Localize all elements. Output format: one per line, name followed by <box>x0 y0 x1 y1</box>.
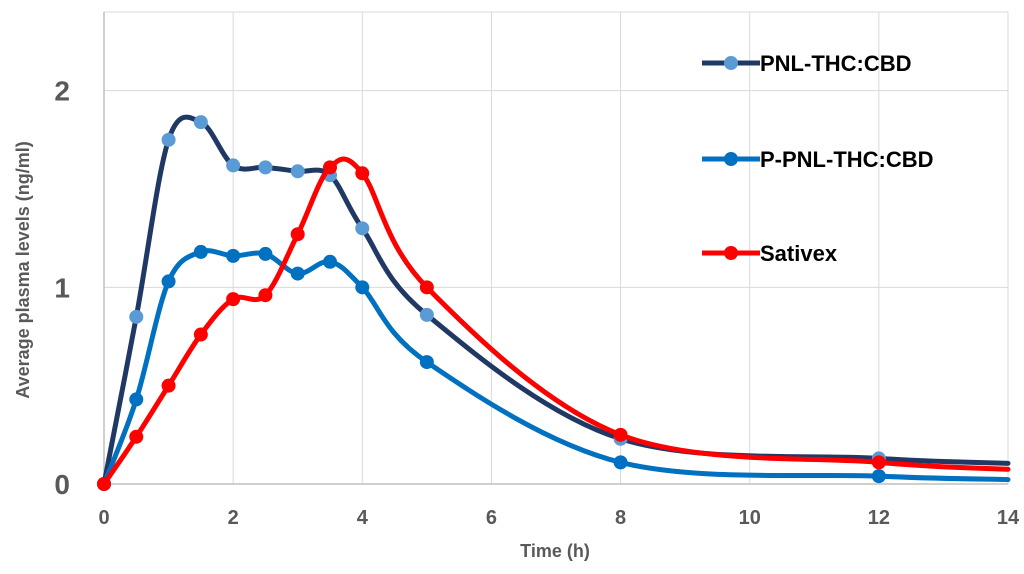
data-point <box>419 307 434 322</box>
data-point <box>323 254 337 269</box>
series-line <box>101 156 1011 487</box>
x-tick-label: 14 <box>997 507 1020 529</box>
x-tick-label: 2 <box>228 507 239 529</box>
legend-label: Sativex <box>760 241 838 266</box>
data-point <box>871 469 886 484</box>
legend-marker <box>724 152 738 166</box>
series-line <box>101 248 1011 487</box>
legend: PNL-THC:CBD P-PNL-THC:CBD Sativex <box>702 51 934 266</box>
data-point <box>419 355 434 370</box>
data-point <box>226 248 241 263</box>
data-point <box>613 427 628 442</box>
data-point <box>323 160 337 175</box>
legend-entry: Sativex <box>702 241 838 266</box>
legend-marker <box>724 246 738 260</box>
data-point <box>226 158 241 173</box>
data-point <box>129 309 144 324</box>
x-tick-label: 12 <box>868 507 890 529</box>
gridlines <box>103 11 1009 485</box>
legend-entry: P-PNL-THC:CBD <box>702 147 934 172</box>
y-tick-label: 1 <box>54 272 70 303</box>
data-point <box>355 280 370 295</box>
data-point <box>161 274 176 289</box>
x-tick-label: 8 <box>615 507 626 529</box>
data-point <box>161 132 176 147</box>
series-layer <box>97 114 1011 491</box>
data-point <box>290 227 305 242</box>
plot-frame <box>103 11 1009 485</box>
legend-label: P-PNL-THC:CBD <box>760 147 934 172</box>
data-point <box>258 288 273 303</box>
data-point <box>226 292 241 307</box>
data-point <box>355 221 370 236</box>
legend-label: PNL-THC:CBD <box>760 51 912 76</box>
data-point <box>290 164 305 179</box>
data-point <box>419 280 434 295</box>
x-tick-label: 6 <box>486 507 497 529</box>
data-point <box>193 244 208 259</box>
y-axis-title: Average plasma levels (ng/ml) <box>13 141 33 398</box>
y-tick-label: 0 <box>54 469 70 500</box>
data-point <box>161 378 176 393</box>
x-tick-label: 0 <box>98 507 109 529</box>
legend-marker <box>724 56 738 70</box>
x-axis-title: Time (h) <box>520 541 590 561</box>
data-point <box>129 392 144 407</box>
data-point <box>258 246 273 261</box>
data-point <box>290 266 305 281</box>
data-point <box>871 455 886 470</box>
x-tick-label: 4 <box>357 507 369 529</box>
data-point <box>258 160 273 175</box>
series-3 <box>97 156 1011 491</box>
data-point <box>129 429 144 444</box>
x-tick-label: 10 <box>739 507 761 529</box>
data-point <box>613 455 628 470</box>
data-point <box>97 477 111 491</box>
y-tick-label: 2 <box>54 76 70 107</box>
data-point <box>193 115 208 130</box>
legend-entry: PNL-THC:CBD <box>702 51 912 76</box>
data-point <box>193 327 208 342</box>
data-point <box>355 166 370 181</box>
series-2 <box>97 244 1011 491</box>
